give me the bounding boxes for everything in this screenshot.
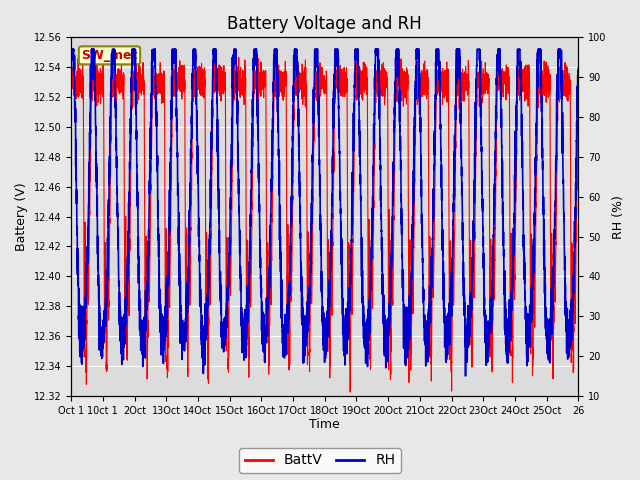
BattV [346, 389, 354, 395]
RH [261, 336, 269, 342]
RH [67, 47, 75, 52]
Y-axis label: RH (%): RH (%) [612, 195, 625, 239]
BattV [575, 72, 582, 77]
BattV [67, 80, 75, 86]
RH [372, 52, 380, 58]
Y-axis label: Battery (V): Battery (V) [15, 182, 28, 251]
Line: BattV: BattV [71, 55, 579, 392]
RH [159, 360, 167, 366]
BattV [484, 74, 492, 80]
RH [446, 335, 454, 341]
BattV [333, 52, 341, 58]
BattV [397, 83, 405, 89]
BattV [372, 78, 380, 84]
BattV [159, 72, 167, 77]
BattV [261, 69, 269, 74]
RH [397, 199, 405, 204]
Text: SW_met: SW_met [81, 49, 138, 62]
RH [461, 373, 469, 379]
RH [484, 321, 492, 326]
BattV [446, 262, 454, 268]
RH [67, 55, 75, 61]
RH [575, 65, 582, 71]
Title: Battery Voltage and RH: Battery Voltage and RH [227, 15, 422, 33]
Legend: BattV, RH: BattV, RH [239, 448, 401, 473]
Line: RH: RH [71, 49, 579, 376]
X-axis label: Time: Time [309, 419, 340, 432]
